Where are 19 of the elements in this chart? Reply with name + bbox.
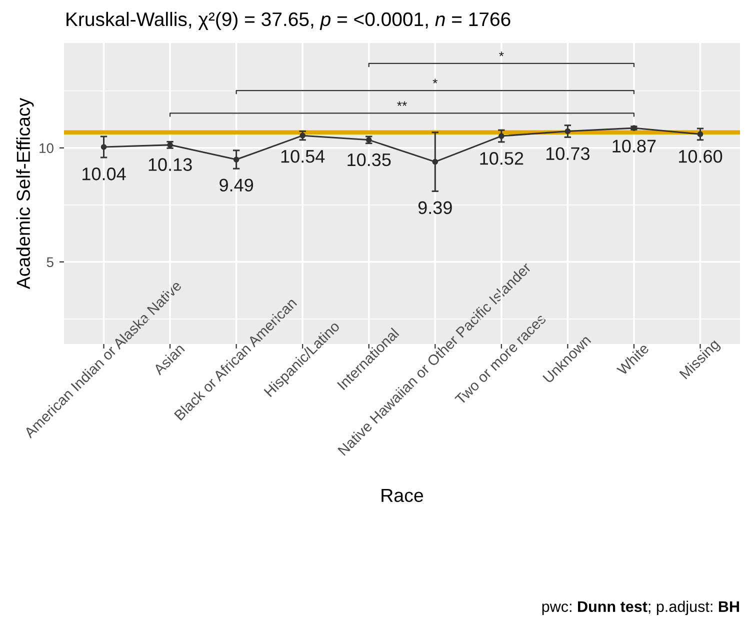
annotation: ** bbox=[397, 101, 407, 106]
data-label: 9.39 bbox=[418, 201, 452, 214]
y-tick-label: 10 bbox=[40, 143, 54, 154]
data-label: 10.73 bbox=[546, 147, 590, 160]
y-axis-title: Academic Self-Efficacy bbox=[16, 98, 34, 290]
x-axis-title: Race bbox=[382, 488, 424, 502]
annotation: * bbox=[432, 78, 438, 84]
chart-title: Kruskal-Wallis, χ²(9) = 37.65, p = <0.0001, n = 1766 bbox=[66, 12, 510, 30]
data-label: 10.54 bbox=[281, 150, 325, 163]
y-tick-label: 5 bbox=[46, 257, 54, 268]
text: pwc: Dunn test; p.adjust: BH bbox=[542, 600, 739, 615]
annotation: * bbox=[499, 52, 504, 56]
data-label: 9.49 bbox=[220, 178, 254, 192]
data-label: 10.52 bbox=[480, 152, 524, 165]
data-label: 10.35 bbox=[348, 153, 391, 166]
data-label: 10.13 bbox=[148, 158, 192, 171]
data-label: 10.04 bbox=[82, 168, 126, 180]
data-label: 10.87 bbox=[612, 140, 656, 152]
data-label: 10.60 bbox=[679, 150, 722, 163]
